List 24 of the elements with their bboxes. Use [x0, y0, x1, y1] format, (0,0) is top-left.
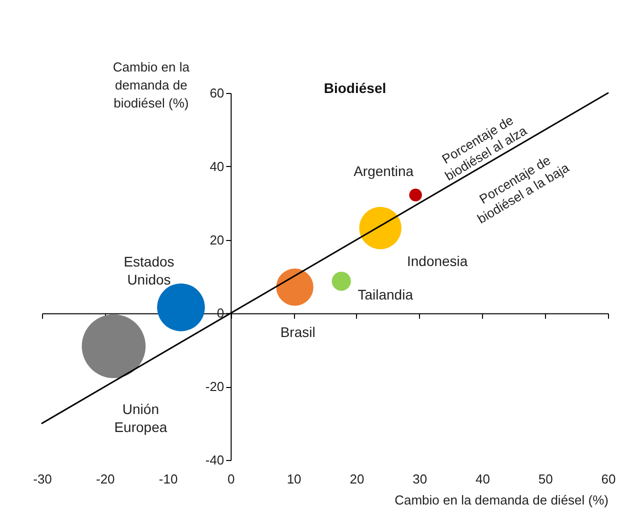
y-tick-label: 40 — [210, 158, 224, 174]
x-tick-label: 60 — [601, 472, 616, 486]
series-label: Argentina — [354, 163, 414, 180]
x-tick-label: 30 — [412, 472, 428, 486]
x-axis-title: Cambio en la demanda de diésel (%) — [394, 492, 608, 508]
x-tick-label: 50 — [538, 472, 553, 486]
y-tick-label: -40 — [205, 452, 224, 468]
series-label: Indonesia — [406, 253, 468, 270]
x-tick-label: -10 — [158, 472, 178, 486]
y-tick-label: -20 — [205, 379, 224, 394]
chart-title: Biodiésel — [324, 80, 386, 96]
x-tick-label: 0 — [228, 472, 235, 486]
x-tick-label: -20 — [96, 472, 115, 486]
series-label: Tailandia — [358, 286, 414, 302]
series-label: Brasil — [280, 324, 316, 340]
y-tick-label: 20 — [210, 232, 224, 248]
x-tick-label: 40 — [475, 472, 490, 486]
series-label: Estados Unidos — [124, 253, 174, 288]
x-tick-label: 20 — [350, 472, 364, 486]
series-label: Unión Europea — [114, 401, 168, 436]
x-tick-label: -30 — [33, 472, 52, 486]
x-tick-label: 10 — [286, 472, 302, 486]
y-axis-title: Cambio en la demanda de biodiésel (%) — [112, 60, 190, 110]
y-tick-label: 60 — [210, 86, 224, 100]
